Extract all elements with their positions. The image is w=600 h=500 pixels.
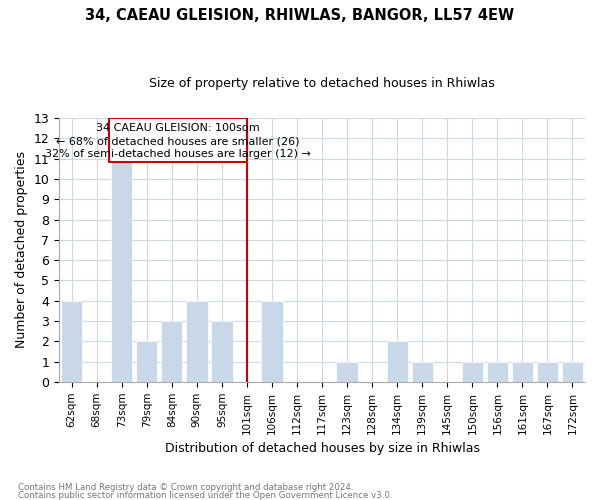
Bar — [487, 362, 508, 382]
Bar — [562, 362, 583, 382]
Text: Contains public sector information licensed under the Open Government Licence v3: Contains public sector information licen… — [18, 490, 392, 500]
Bar — [337, 362, 358, 382]
Bar — [136, 341, 157, 382]
Text: ← 68% of detached houses are smaller (26): ← 68% of detached houses are smaller (26… — [56, 136, 300, 146]
Text: Contains HM Land Registry data © Crown copyright and database right 2024.: Contains HM Land Registry data © Crown c… — [18, 484, 353, 492]
Bar — [537, 362, 558, 382]
Bar — [161, 321, 182, 382]
Bar — [186, 300, 208, 382]
Text: 34, CAEAU GLEISION, RHIWLAS, BANGOR, LL57 4EW: 34, CAEAU GLEISION, RHIWLAS, BANGOR, LL5… — [85, 8, 515, 22]
Bar — [512, 362, 533, 382]
Title: Size of property relative to detached houses in Rhiwlas: Size of property relative to detached ho… — [149, 78, 495, 90]
Text: 34 CAEAU GLEISION: 100sqm: 34 CAEAU GLEISION: 100sqm — [96, 122, 260, 132]
Bar — [262, 300, 283, 382]
Bar — [386, 341, 408, 382]
Bar — [412, 362, 433, 382]
FancyBboxPatch shape — [109, 118, 247, 162]
Bar — [61, 300, 82, 382]
Text: 32% of semi-detached houses are larger (12) →: 32% of semi-detached houses are larger (… — [45, 149, 311, 159]
Bar — [211, 321, 233, 382]
Bar — [461, 362, 483, 382]
X-axis label: Distribution of detached houses by size in Rhiwlas: Distribution of detached houses by size … — [164, 442, 479, 455]
Y-axis label: Number of detached properties: Number of detached properties — [15, 152, 28, 348]
Bar — [111, 158, 133, 382]
